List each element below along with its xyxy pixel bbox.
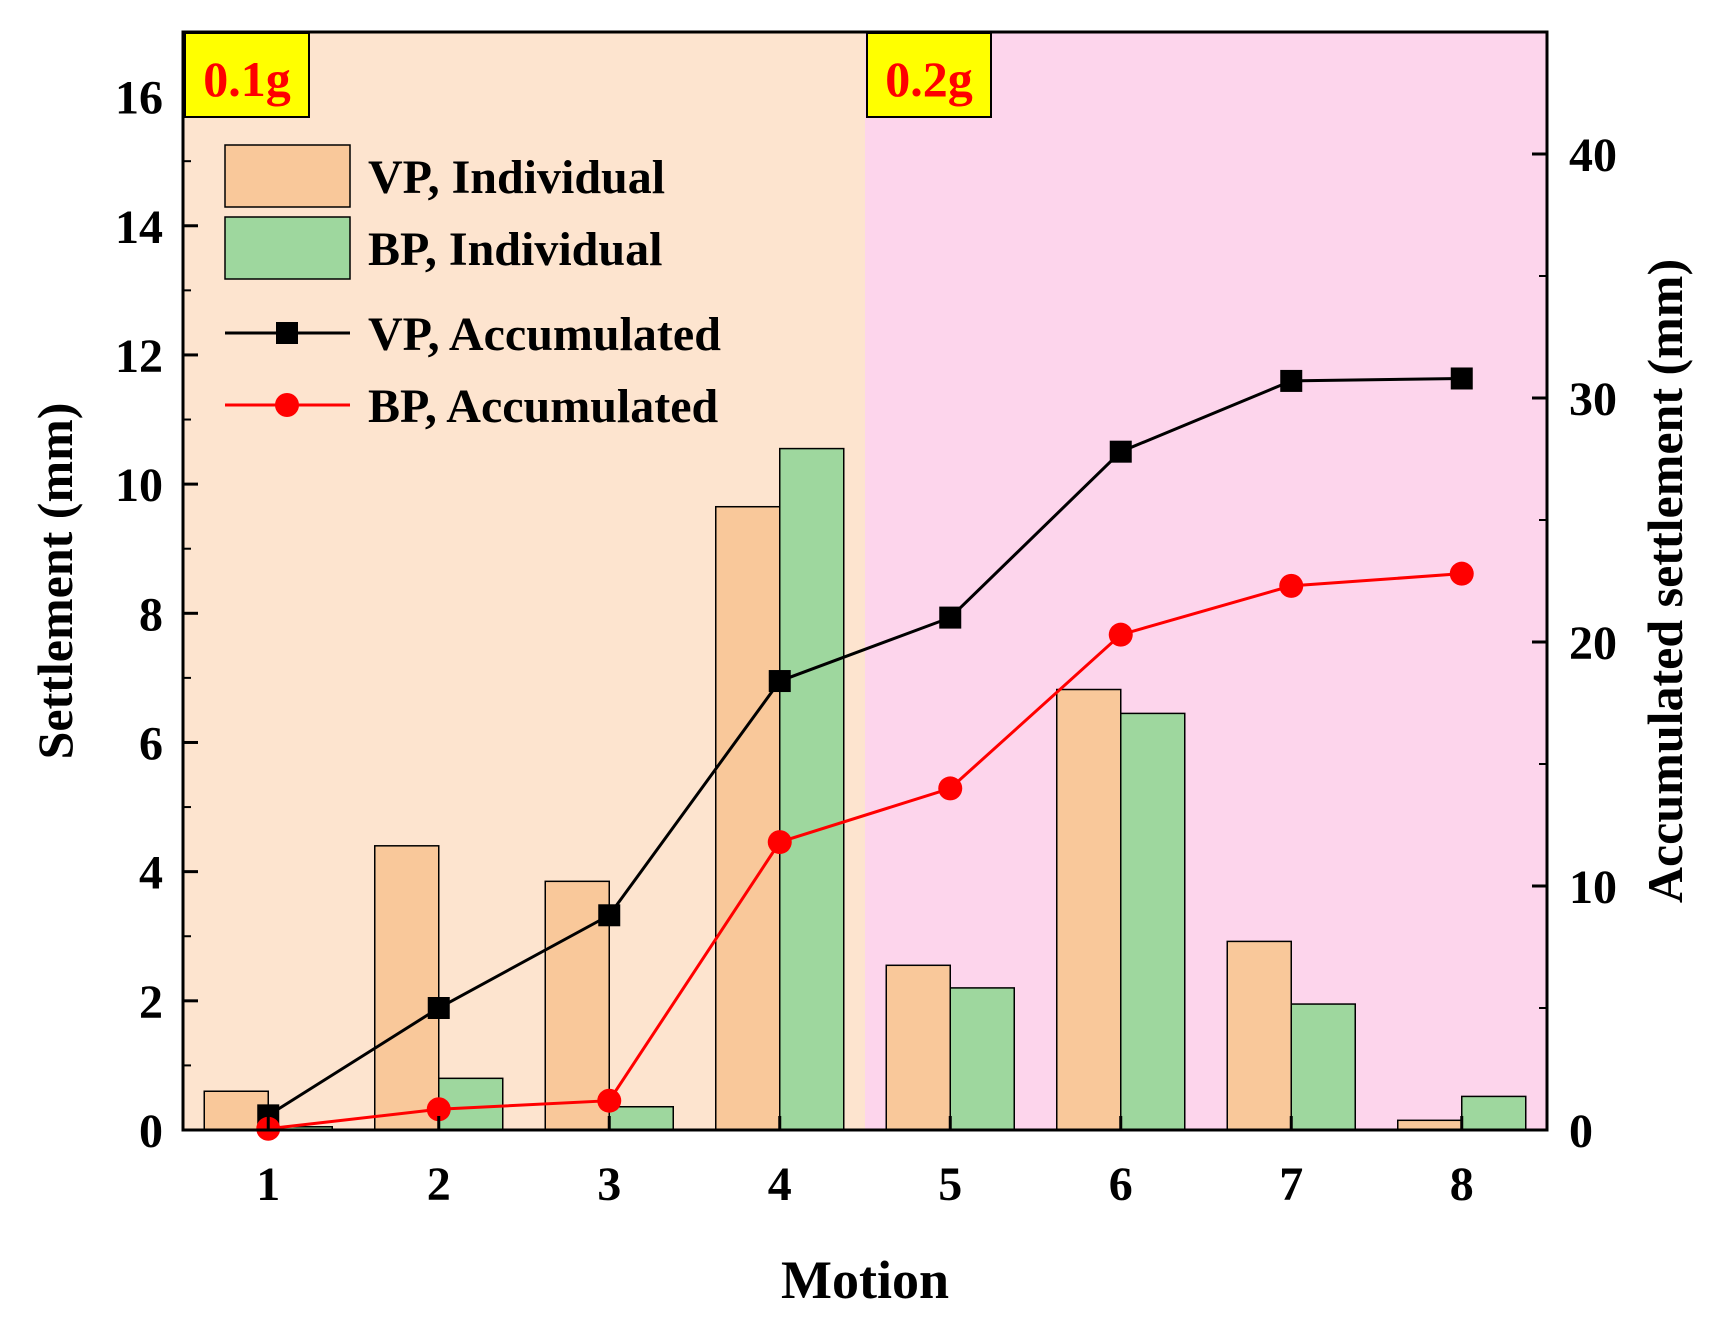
bp-individual-bar [1290, 1003, 1356, 1131]
vp-individual-bar [374, 845, 440, 1131]
region-label: 0.2g [885, 51, 973, 107]
x-tick-label: 4 [768, 1158, 792, 1211]
bp-accumulated-marker [767, 830, 792, 855]
vp-individual-bar [1226, 940, 1292, 1131]
y-tick-label: 6 [139, 717, 163, 770]
vp-accumulated-line [267, 376, 1462, 1117]
bp-accumulated-line [268, 572, 1462, 1131]
region-label-box [184, 32, 310, 118]
legend-label: VP, Individual [368, 151, 665, 204]
bp-accumulated-marker [1449, 561, 1474, 586]
region-label-box [866, 32, 992, 118]
vp-accumulated-marker [427, 997, 450, 1019]
legend-label: BP, Individual [368, 223, 662, 276]
right-axis: 0 10 20 30 40 [1532, 129, 1617, 1158]
vp-accumulated-marker [598, 904, 621, 927]
y2-tick-label: 30 [1569, 373, 1617, 426]
x-tick-label: 1 [256, 1158, 280, 1211]
vp-individual-bar [1056, 688, 1122, 1131]
vp-accumulated-marker [1450, 367, 1473, 390]
y-tick-label: 14 [115, 201, 163, 254]
bp-accumulated-marker [597, 1088, 622, 1113]
bars [203, 447, 1527, 1131]
legend-label: BP, Accumulated [368, 380, 719, 433]
vp-accumulated-marker [768, 670, 791, 693]
y2-tick-label: 0 [1569, 1105, 1593, 1158]
legend-swatch [224, 144, 351, 208]
x-axis: 1 2 3 4 5 6 7 8 [256, 1116, 1474, 1211]
y-tick-label: 2 [139, 976, 163, 1029]
vp-individual-bar [715, 505, 781, 1131]
legend-marker [275, 393, 299, 417]
bp-accumulated-marker [1279, 573, 1304, 598]
vp-accumulated-marker [939, 606, 962, 629]
bp-individual-bar [1461, 1095, 1527, 1131]
bp-individual-bar [949, 987, 1015, 1131]
y2-axis-title: Accumulated settlement (mm) [1637, 259, 1693, 903]
legend-marker [276, 322, 298, 344]
region-labels: 0.1g 0.2g [184, 32, 992, 118]
y-tick-label: 12 [115, 330, 163, 383]
left-axis: 0 2 4 6 8 10 12 14 16 [115, 72, 198, 1158]
y-tick-label: 0 [139, 1105, 163, 1158]
y2-tick-label: 40 [1569, 129, 1617, 182]
x-tick-label: 7 [1279, 1158, 1303, 1211]
x-tick-label: 5 [938, 1158, 962, 1211]
plot-frame [181, 30, 1549, 1132]
y-axis-title: Settlement (mm) [27, 403, 83, 760]
vp-accumulated-marker [1280, 369, 1303, 392]
legend: VP, Individual BP, Individual VP, Accumula… [224, 144, 721, 433]
vp-accumulated-marker [1109, 440, 1132, 463]
y2-tick-label: 10 [1569, 861, 1617, 914]
y-tick-label: 4 [139, 847, 163, 900]
bp-accumulated-marker [426, 1097, 451, 1122]
y-tick-label: 8 [139, 588, 163, 641]
bp-accumulated-marker [1108, 622, 1133, 647]
bp-individual-bar [608, 1105, 674, 1131]
legend-swatch [224, 216, 351, 280]
bp-accumulated-marker [938, 776, 963, 801]
x-tick-label: 2 [427, 1158, 451, 1211]
y2-tick-label: 20 [1569, 617, 1617, 670]
bp-individual-bar [1120, 712, 1186, 1131]
x-tick-label: 6 [1109, 1158, 1133, 1211]
region-background [865, 32, 1547, 1130]
region-label: 0.1g [203, 51, 291, 107]
vp-individual-bar [885, 964, 951, 1131]
y-tick-label: 10 [115, 459, 163, 512]
bp-individual-bar [779, 447, 845, 1131]
x-tick-label: 8 [1450, 1158, 1474, 1211]
legend-label: VP, Accumulated [368, 308, 721, 361]
x-axis-title: Motion [781, 1250, 949, 1310]
x-tick-label: 3 [597, 1158, 621, 1211]
y-tick-label: 16 [115, 72, 163, 125]
